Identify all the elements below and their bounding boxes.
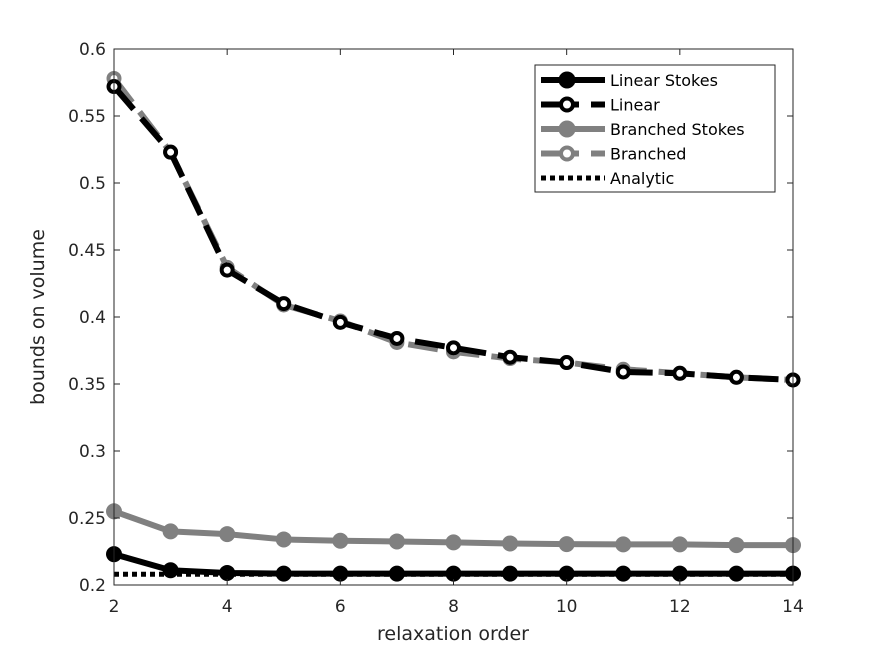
legend-entry-linear: Linear — [541, 96, 660, 115]
data-point — [163, 144, 179, 160]
data-point — [445, 534, 462, 551]
data-point — [559, 355, 575, 371]
data-point — [558, 536, 575, 553]
data-point — [162, 523, 179, 540]
legend-entry-branched-stokes: Branched Stokes — [541, 120, 745, 139]
legend-label: Analytic — [610, 169, 674, 188]
y-tick-label: 0.2 — [79, 576, 106, 596]
x-tick-label: 12 — [669, 597, 691, 617]
data-point — [502, 349, 518, 365]
data-point — [728, 537, 745, 554]
legend: Linear Stokes Linear Branched Stokes Branch… — [534, 64, 776, 193]
y-tick-label: 0.45 — [68, 241, 106, 261]
x-axis-ticks: 2 4 6 8 10 12 14 — [109, 49, 804, 617]
x-tick-label: 6 — [335, 597, 346, 617]
y-tick-label: 0.25 — [68, 509, 106, 529]
x-tick-label: 2 — [109, 597, 120, 617]
y-tick-label: 0.3 — [79, 442, 106, 462]
y-tick-label: 0.6 — [79, 40, 106, 60]
data-point — [276, 296, 292, 312]
data-point — [275, 531, 292, 548]
data-point — [672, 365, 688, 381]
y-axis-ticks: 0.2 0.25 0.3 0.35 0.4 0.45 0.5 0.55 0.6 — [68, 40, 793, 596]
x-axis-title: relaxation order — [377, 623, 529, 645]
data-point — [162, 562, 179, 579]
data-point — [332, 532, 349, 549]
data-point — [332, 565, 349, 582]
x-tick-label: 8 — [448, 597, 459, 617]
x-tick-label: 10 — [556, 597, 578, 617]
legend-label: Linear Stokes — [610, 71, 718, 90]
legend-label: Branched Stokes — [610, 120, 745, 139]
data-point — [502, 535, 519, 552]
legend-label: Linear — [610, 96, 660, 115]
data-point — [502, 565, 519, 582]
series-layer — [106, 70, 801, 582]
data-point — [388, 533, 405, 550]
legend-items: Linear Stokes Linear Branched Stokes Branch… — [541, 71, 745, 188]
data-point — [219, 564, 236, 581]
legend-swatch-marker — [559, 96, 575, 113]
legend-entry-linear-stokes: Linear Stokes — [541, 71, 718, 90]
x-tick-label: 4 — [222, 597, 233, 617]
data-point — [332, 314, 348, 330]
data-point — [615, 536, 632, 553]
legend-swatch-marker — [559, 145, 575, 162]
data-point — [558, 565, 575, 582]
legend-swatch-marker — [558, 120, 576, 138]
x-tick-label: 14 — [782, 597, 804, 617]
data-point — [389, 330, 405, 346]
y-tick-label: 0.5 — [79, 174, 106, 194]
y-tick-label: 0.4 — [79, 308, 106, 328]
data-point — [615, 565, 632, 582]
y-axis-title: bounds on volume — [27, 229, 49, 405]
y-tick-label: 0.35 — [68, 375, 106, 395]
data-point — [219, 526, 236, 543]
data-point — [671, 536, 688, 553]
data-point — [728, 565, 745, 582]
data-point — [275, 565, 292, 582]
series-branched-stokes — [106, 503, 801, 554]
data-point — [219, 262, 235, 278]
data-point — [615, 364, 631, 380]
data-point — [671, 565, 688, 582]
legend-label: Branched — [610, 145, 686, 164]
data-point — [388, 565, 405, 582]
legend-entry-branched: Branched — [541, 145, 686, 164]
series-linear — [106, 79, 801, 388]
legend-entry-analytic: Analytic — [541, 169, 674, 188]
legend-swatch-marker — [558, 71, 576, 89]
y-tick-label: 0.55 — [68, 107, 106, 127]
data-point — [728, 369, 744, 385]
data-point — [445, 565, 462, 582]
data-point — [446, 340, 461, 356]
